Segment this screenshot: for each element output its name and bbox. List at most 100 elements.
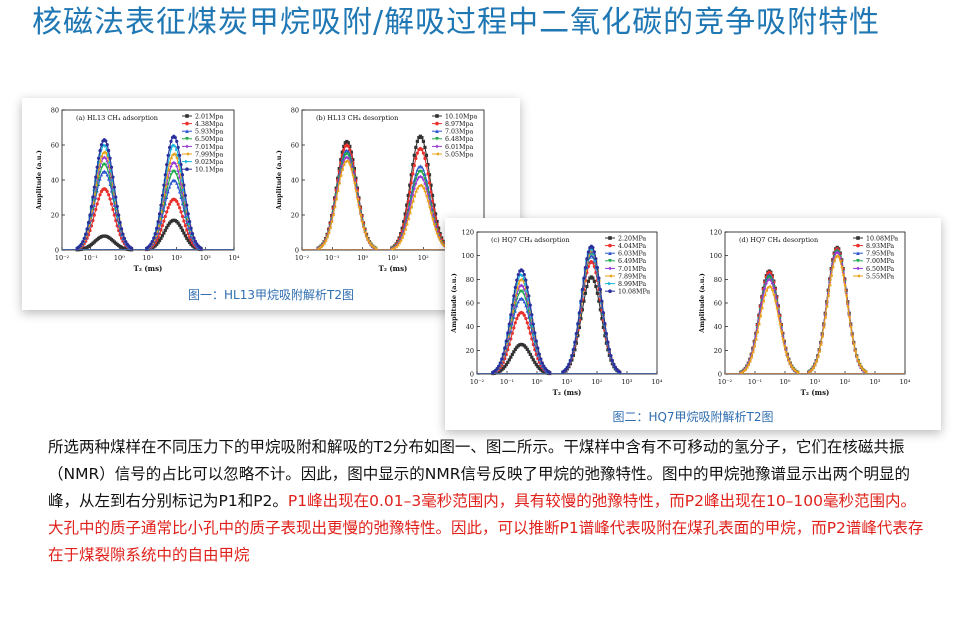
data-point xyxy=(355,197,360,201)
data-point xyxy=(427,173,432,177)
data-point xyxy=(565,365,569,369)
x-tick-label: 10⁻¹ xyxy=(325,254,340,262)
data-point xyxy=(595,266,599,270)
data-point xyxy=(159,210,163,214)
x-tick-label: 10² xyxy=(418,254,429,262)
legend-marker xyxy=(608,251,612,255)
data-point xyxy=(583,266,587,270)
data-point xyxy=(430,193,435,198)
data-point xyxy=(570,354,574,358)
data-point xyxy=(421,178,426,182)
data-point xyxy=(192,236,196,240)
legend-label: 8.97Mpa xyxy=(445,121,473,128)
data-point xyxy=(97,197,101,201)
x-tick-label: 10⁻² xyxy=(470,378,485,386)
data-point xyxy=(107,193,111,197)
data-point xyxy=(772,287,776,291)
data-point xyxy=(173,144,177,148)
y-tick-label: 120 xyxy=(710,229,722,237)
x-tick-label: 10¹ xyxy=(388,254,399,262)
data-point xyxy=(816,355,820,359)
data-point xyxy=(363,231,367,235)
data-point xyxy=(119,227,124,231)
data-point xyxy=(528,331,532,335)
x-axis-label: T₂ (ms) xyxy=(801,388,830,397)
legend-marker xyxy=(435,137,439,141)
data-point xyxy=(600,299,604,303)
data-point xyxy=(81,240,85,244)
figure-2-caption: 图二：HQ7甲烷吸附解析T2图 xyxy=(612,410,774,424)
data-point xyxy=(405,219,409,223)
data-point xyxy=(98,148,102,153)
x-axis-label: T₂ (ms) xyxy=(553,388,582,397)
data-point xyxy=(85,227,89,231)
series-line-peak2 xyxy=(562,245,621,373)
data-point xyxy=(521,274,525,278)
data-point xyxy=(411,163,415,167)
data-point xyxy=(423,177,427,181)
data-point xyxy=(176,145,180,150)
data-point xyxy=(595,291,599,295)
data-point xyxy=(176,177,180,181)
data-point xyxy=(167,145,172,150)
y-tick-label: 0 xyxy=(55,247,59,255)
data-point xyxy=(435,220,439,224)
data-point xyxy=(84,232,88,236)
x-tick-label: 10¹ xyxy=(562,378,573,386)
data-point xyxy=(408,190,412,194)
data-point xyxy=(525,347,529,351)
data-point xyxy=(408,211,412,215)
legend-label: 4.04MPa xyxy=(618,243,646,250)
data-point xyxy=(104,151,108,155)
data-point xyxy=(832,259,836,263)
data-point xyxy=(183,198,187,202)
x-tick-label: 10⁻² xyxy=(718,378,733,386)
data-point xyxy=(117,213,121,217)
data-point xyxy=(850,334,854,339)
x-tick-label: 10⁰ xyxy=(532,378,543,386)
data-point xyxy=(586,250,590,254)
data-point xyxy=(165,163,169,167)
data-point xyxy=(791,367,795,371)
data-point xyxy=(89,204,94,209)
data-point xyxy=(516,300,520,304)
data-point xyxy=(776,314,780,318)
data-point xyxy=(421,186,426,190)
data-point xyxy=(351,174,355,178)
data-point xyxy=(838,259,842,263)
data-point xyxy=(169,148,173,152)
y-tick-label: 120 xyxy=(462,229,474,237)
data-point xyxy=(173,153,177,157)
figure-1-caption: 图一：HL13甲烷吸附解析T2图 xyxy=(188,288,354,302)
data-point xyxy=(522,313,526,317)
data-point xyxy=(122,236,127,240)
legend: 2.01Mpa4.38Mpa5.93Mpa6.50Mpa7.01Mpa7.99M… xyxy=(182,113,223,174)
data-point xyxy=(577,311,581,315)
data-point xyxy=(175,156,179,160)
data-point xyxy=(773,299,777,303)
data-point xyxy=(582,299,586,303)
data-point xyxy=(173,135,177,140)
data-point xyxy=(319,245,323,249)
data-point xyxy=(582,276,586,280)
data-point xyxy=(166,206,170,210)
data-point xyxy=(831,265,835,269)
data-point xyxy=(742,369,746,373)
data-point xyxy=(504,363,508,367)
data-point xyxy=(510,303,514,307)
series-8 xyxy=(62,134,234,250)
data-point xyxy=(411,172,415,176)
data-point xyxy=(585,257,589,261)
data-point xyxy=(420,184,424,188)
data-point xyxy=(165,210,169,214)
data-point xyxy=(417,165,421,169)
data-point xyxy=(539,357,543,361)
data-point xyxy=(179,210,183,214)
series-line-peak2 xyxy=(391,135,450,249)
data-point xyxy=(573,340,577,344)
data-point xyxy=(176,202,180,206)
data-point xyxy=(182,183,186,187)
x-axis-label: T₂ (ms) xyxy=(134,264,163,273)
data-point xyxy=(580,287,584,292)
data-point xyxy=(165,226,169,230)
